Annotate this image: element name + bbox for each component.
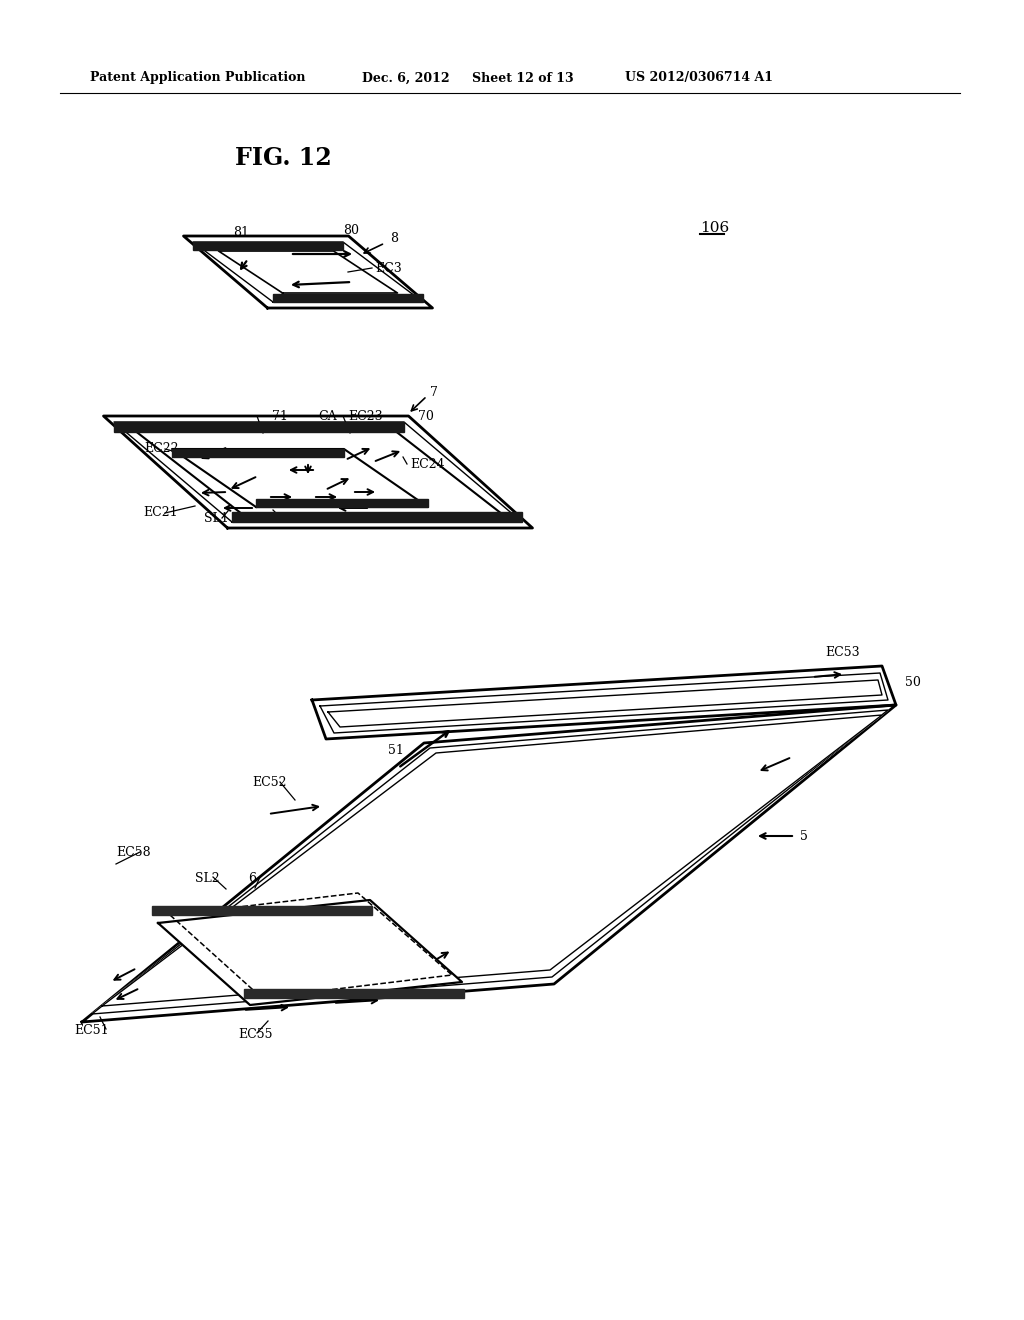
- Polygon shape: [328, 680, 882, 727]
- Polygon shape: [172, 449, 344, 457]
- Text: EC52: EC52: [252, 776, 287, 788]
- Polygon shape: [232, 512, 522, 521]
- Text: 80: 80: [343, 223, 359, 236]
- Polygon shape: [193, 242, 343, 249]
- Polygon shape: [102, 715, 882, 1006]
- Text: 51: 51: [388, 743, 403, 756]
- Text: 8: 8: [390, 231, 398, 244]
- Text: EC58: EC58: [116, 846, 151, 858]
- Text: EC54: EC54: [736, 787, 771, 800]
- Text: EC21: EC21: [143, 507, 177, 520]
- Text: 5: 5: [800, 829, 808, 842]
- Text: EC56: EC56: [334, 871, 369, 884]
- Text: EC3: EC3: [375, 261, 401, 275]
- Text: EC57: EC57: [278, 871, 312, 884]
- Polygon shape: [92, 710, 888, 1014]
- Text: EC51: EC51: [74, 1023, 109, 1036]
- Text: 71: 71: [272, 409, 288, 422]
- Polygon shape: [152, 906, 372, 915]
- Text: SL1: SL1: [204, 511, 228, 524]
- Text: 7: 7: [430, 385, 438, 399]
- Text: EC22: EC22: [144, 441, 178, 454]
- Text: EC53: EC53: [825, 647, 859, 660]
- Text: 70: 70: [418, 409, 434, 422]
- Polygon shape: [273, 294, 423, 302]
- Polygon shape: [170, 894, 452, 998]
- Text: 81: 81: [233, 227, 249, 239]
- Polygon shape: [256, 499, 428, 507]
- Text: 50: 50: [905, 676, 921, 689]
- Text: EC25: EC25: [262, 511, 297, 524]
- Text: Patent Application Publication: Patent Application Publication: [90, 71, 305, 84]
- Text: US 2012/0306714 A1: US 2012/0306714 A1: [625, 71, 773, 84]
- Polygon shape: [172, 449, 428, 507]
- Polygon shape: [244, 989, 464, 998]
- Text: EC55: EC55: [238, 1028, 272, 1041]
- Polygon shape: [158, 900, 462, 1005]
- Text: 106: 106: [700, 220, 729, 235]
- Text: EC24: EC24: [410, 458, 444, 470]
- Polygon shape: [82, 705, 896, 1022]
- Text: CA: CA: [318, 409, 337, 422]
- Text: Dec. 6, 2012: Dec. 6, 2012: [362, 71, 450, 84]
- Text: Sheet 12 of 13: Sheet 12 of 13: [472, 71, 573, 84]
- Polygon shape: [319, 673, 888, 733]
- Polygon shape: [183, 236, 432, 308]
- Text: EC23: EC23: [348, 409, 383, 422]
- Polygon shape: [114, 422, 404, 432]
- Polygon shape: [312, 667, 896, 739]
- Text: FIG. 12: FIG. 12: [234, 147, 332, 170]
- Text: SL2: SL2: [195, 871, 219, 884]
- Polygon shape: [103, 416, 532, 528]
- Text: 6: 6: [248, 871, 256, 884]
